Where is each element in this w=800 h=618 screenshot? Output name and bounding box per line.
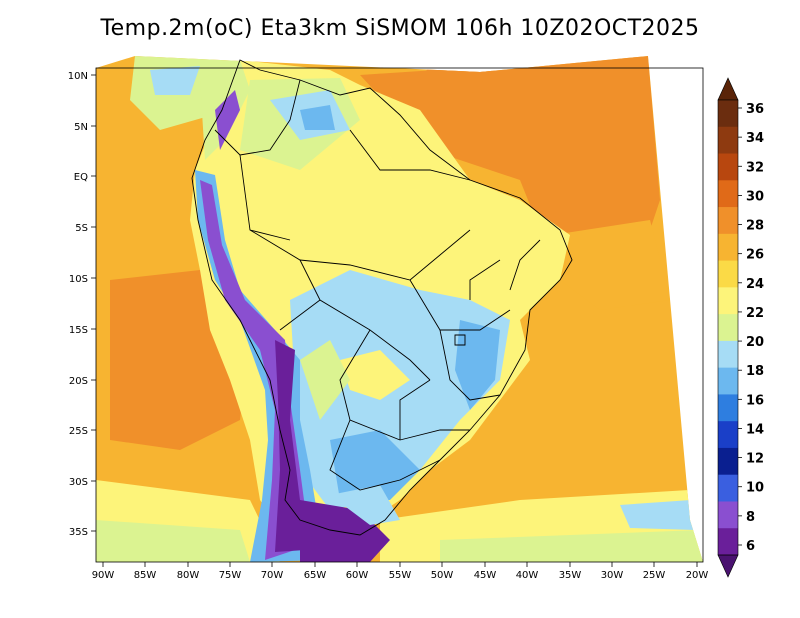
colorbar-segment	[718, 474, 738, 502]
colorbar-segment	[718, 501, 738, 529]
lat-label: 15S	[69, 325, 88, 336]
lat-label: EQ	[74, 172, 88, 183]
colorbar-segment	[718, 126, 738, 155]
lat-label: 10S	[69, 274, 88, 285]
map-title: Temp.2m(oC) Eta3km SiSMOM 106h 10Z02OCT2…	[100, 16, 700, 41]
lon-label: 90W	[92, 570, 115, 581]
colorbar-segment	[718, 314, 738, 342]
lon-label: 50W	[431, 570, 454, 581]
lat-label: 25S	[69, 426, 88, 437]
lon-label: 20W	[686, 570, 709, 581]
colorbar-label: 36	[746, 102, 764, 117]
colorbar-segment	[718, 260, 738, 288]
colorbar-label: 22	[746, 306, 764, 321]
colorbar-label: 34	[746, 131, 764, 146]
political-borders	[191, 59, 573, 536]
colorbar-segment	[718, 180, 738, 208]
andes-cold	[275, 340, 305, 552]
colorbar-segment	[718, 153, 738, 181]
lon-label: 40W	[516, 570, 539, 581]
colorbar-label: 28	[746, 219, 764, 234]
lon-label: 35W	[559, 570, 582, 581]
colorbar-segment	[718, 233, 738, 262]
colorbar-segment	[718, 340, 738, 369]
colorbar-label: 18	[746, 364, 764, 379]
colorbar-label: 26	[746, 248, 764, 263]
lon-label: 45W	[474, 570, 497, 581]
colorbar-label: 20	[746, 335, 764, 350]
lat-label: 20S	[69, 376, 88, 387]
colorbar-segment	[718, 207, 738, 235]
colorbar-top-cap	[717, 77, 739, 101]
colorbar-label: 32	[746, 160, 764, 175]
colorbar-label: 6	[746, 539, 755, 554]
colorbar-segment	[718, 394, 738, 422]
colorbar-label: 16	[746, 393, 764, 408]
colorbar-label: 24	[746, 277, 764, 292]
atlantic-hot	[360, 56, 660, 280]
lat-label: 30S	[69, 477, 88, 488]
lat-label: 35S	[69, 527, 88, 538]
lon-label: 55W	[389, 570, 412, 581]
longitude-axis: 90W 85W 80W 75W 70W 65W 60W 55W 50W 45W …	[92, 562, 709, 581]
colorbar-label: 10	[746, 481, 764, 496]
lon-label: 70W	[261, 570, 284, 581]
lat-label: 5N	[74, 122, 88, 133]
lon-label: 25W	[643, 570, 666, 581]
colorbar-segment	[718, 287, 738, 315]
lat-label: 5S	[75, 223, 88, 234]
colorbar-label: 30	[746, 189, 764, 204]
lat-label: 10N	[68, 71, 88, 82]
lon-label: 85W	[134, 570, 157, 581]
colorbar-frame	[717, 99, 739, 556]
colorbar-segment	[718, 528, 738, 556]
colorbar-segment	[718, 100, 738, 128]
lon-label: 60W	[346, 570, 369, 581]
colorbar-segment	[718, 367, 738, 395]
latitude-axis: 10N 5N EQ 5S 10S 15S 20S 25S 30S 35S	[68, 71, 96, 538]
lon-label: 75W	[219, 570, 242, 581]
lon-label: 65W	[304, 570, 327, 581]
temperature-field	[96, 56, 703, 562]
colorbar-segment	[718, 447, 738, 476]
colorbar: 36 34 32 30 28 26 24 22 20 18 16 14 12 10 8 6	[717, 77, 764, 578]
colorbar-label: 14	[746, 422, 764, 437]
colorbar-label: 8	[746, 510, 755, 525]
lon-label: 30W	[601, 570, 624, 581]
lon-label: 80W	[177, 570, 200, 581]
map-frame	[95, 67, 704, 563]
colorbar-bottom-cap	[717, 554, 739, 578]
colorbar-label: 12	[746, 452, 764, 467]
colorbar-segment	[718, 421, 738, 449]
